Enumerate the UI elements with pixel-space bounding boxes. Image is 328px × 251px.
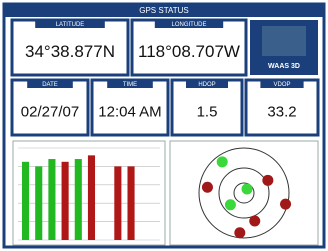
satellite <box>202 182 213 193</box>
gps-screen: GPS STATUS WAAS 3D LATITUDE 34°38.877N LON… <box>0 0 328 251</box>
field-value: 12:04 AM <box>98 103 161 120</box>
field-value: 118°08.707W <box>138 42 240 61</box>
field-value: 34°38.877N <box>25 42 115 61</box>
satellite-icon <box>262 26 306 56</box>
field-value: 02/27/07 <box>21 103 79 120</box>
satellite <box>225 199 236 210</box>
field-label: TIME <box>123 82 137 88</box>
fix-badge: WAAS 3D <box>268 63 300 70</box>
satellite <box>234 227 245 238</box>
signal-bar <box>48 159 55 240</box>
signal-bar <box>88 155 95 240</box>
satellite <box>242 184 253 195</box>
field-label: LATITUDE <box>56 22 85 28</box>
screen-title: GPS STATUS <box>139 6 189 15</box>
signal-bar <box>127 166 134 240</box>
signal-bar <box>114 166 121 240</box>
field-value: 33.2 <box>267 103 296 120</box>
signal-bar <box>35 166 42 240</box>
satellite <box>249 216 260 227</box>
field-label: VDOP <box>273 82 290 88</box>
signal-bar <box>22 162 29 240</box>
satellite <box>280 199 291 210</box>
field-label: LONGITUDE <box>171 22 206 28</box>
satellite <box>217 156 228 167</box>
signal-bar <box>75 159 82 240</box>
field-value: 1.5 <box>197 103 218 120</box>
satellite <box>262 175 273 186</box>
signal-bar <box>62 162 69 240</box>
field-label: HDOP <box>198 82 215 88</box>
field-label: DATE <box>42 82 58 88</box>
